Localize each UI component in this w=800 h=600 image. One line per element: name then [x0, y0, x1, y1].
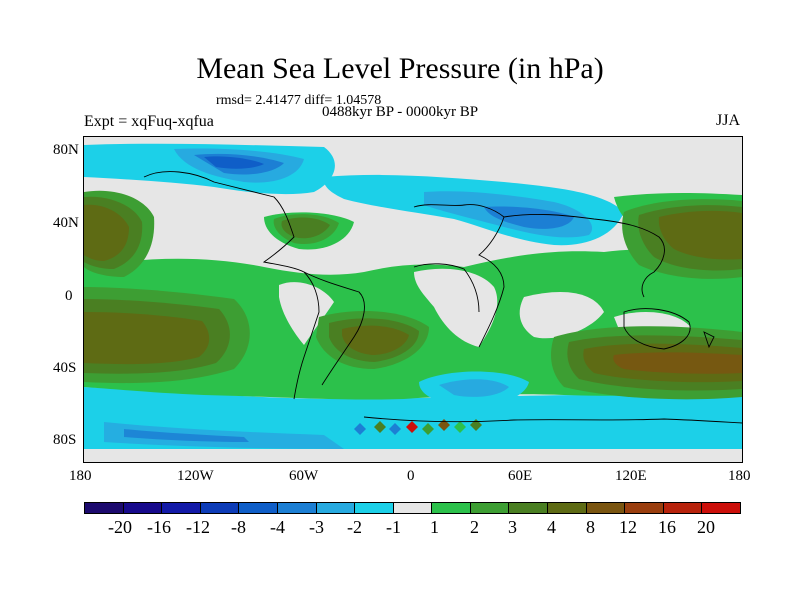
x-tick-label: 60E [508, 468, 533, 484]
x-tick-label: 180 [728, 468, 751, 484]
map-field [84, 137, 742, 462]
pressure-anomaly-map [83, 136, 743, 463]
south-atlantic-positive-3 [342, 325, 409, 355]
x-tick-label: 180 [69, 468, 92, 484]
map-title: Mean Sea Level Pressure (in hPa) [196, 52, 604, 85]
colorbar-label: -8 [231, 517, 246, 537]
colorbar-label: -20 [108, 517, 132, 537]
colorbar-segment [315, 502, 356, 514]
colorbar-label: -2 [347, 517, 362, 537]
antarctic-negative-2 [124, 429, 249, 442]
colorbar [84, 502, 741, 515]
nw-pacific-positive-3 [658, 210, 742, 260]
ne-pacific-positive-3 [84, 204, 129, 261]
colorbar-segment [701, 502, 741, 514]
atlantic-positive-2 [281, 217, 330, 239]
colorbar-segment [469, 502, 510, 514]
colorbar-label: -1 [386, 517, 401, 537]
colorbar-label: -12 [186, 517, 210, 537]
colorbar-segment [585, 502, 626, 514]
colorbar-segment [662, 502, 703, 514]
colorbar-segment [84, 502, 124, 514]
indian-ocean-neutral [519, 292, 604, 339]
period-text: 0488kyr BP - 0000kyr BP [322, 104, 479, 120]
colorbar-segment [392, 502, 433, 514]
colorbar-segment [354, 502, 394, 514]
y-tick-label: 80S [53, 432, 77, 448]
colorbar-segment [238, 502, 278, 514]
colorbar-label: 2 [470, 517, 479, 537]
x-tick-label: 60W [289, 468, 319, 484]
colorbar-label: 8 [586, 517, 595, 537]
south-atlantic-negative-core [439, 379, 509, 397]
y-tick-label: 40N [53, 215, 79, 231]
colorbar-segment [431, 502, 471, 514]
antarctic-negative [104, 422, 344, 449]
stats-text: rmsd= 2.41477 diff= 1.04578 [216, 93, 382, 108]
x-tick-label: 120E [615, 468, 647, 484]
colorbar-label: 16 [658, 517, 676, 537]
colorbar-segment [122, 502, 163, 514]
eurasia-negative-deep [484, 206, 574, 229]
colorbar-label: -16 [147, 517, 171, 537]
y-tick-label: 0 [65, 288, 73, 304]
colorbar-label: 3 [508, 517, 517, 537]
africa-neutral [414, 268, 498, 347]
colorbar-label: -3 [309, 517, 324, 537]
colorbar-segment [161, 502, 201, 514]
arctic-negative-deepest [204, 156, 264, 169]
colorbar-label: 4 [547, 517, 556, 537]
experiment-label: Expt = xqFuq-xqfua [84, 113, 214, 130]
colorbar-label: 12 [619, 517, 637, 537]
coastlines [143, 171, 742, 424]
south-america-neutral [279, 282, 334, 345]
south-indian-positive-4 [613, 352, 742, 374]
south-pacific-positive-3 [84, 312, 210, 365]
colorbar-segment [508, 502, 549, 514]
season-label: JJA [716, 112, 741, 129]
y-tick-label: 40S [53, 360, 77, 376]
colorbar-label: -4 [270, 517, 285, 537]
colorbar-segment [547, 502, 587, 514]
y-tick-label: 80N [53, 142, 79, 158]
colorbar-label: 1 [430, 517, 439, 537]
x-tick-label: 120W [177, 468, 214, 484]
colorbar-label: 20 [697, 517, 715, 537]
colorbar-segment [276, 502, 317, 514]
colorbar-segment [624, 502, 664, 514]
colorbar-segment [199, 502, 240, 514]
x-tick-label: 0 [407, 468, 415, 484]
antarctic-neutral [84, 449, 742, 462]
